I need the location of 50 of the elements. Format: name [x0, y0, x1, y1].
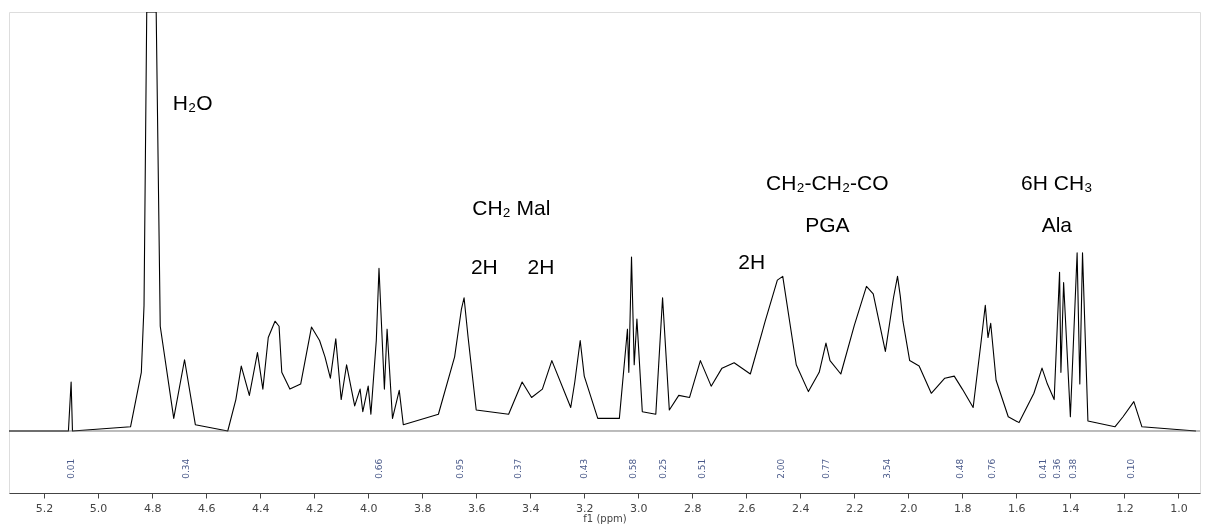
annotation: Ala [1041, 212, 1073, 236]
x-tick-label: 2.0 [900, 501, 918, 515]
x-tick-label: 2.4 [792, 501, 810, 515]
text: 0.10 [1126, 458, 1137, 479]
text: 0.51 [696, 458, 707, 479]
x-tick-label: 3.2 [575, 501, 594, 515]
x-tick-label: 1.6 [1008, 501, 1026, 515]
text: 0.36 [1051, 458, 1062, 479]
x-tick-label: 5.2 [35, 501, 54, 515]
text: 0.66 [373, 458, 384, 479]
text: 0.34 [180, 458, 191, 479]
annotation: 2H [527, 254, 555, 278]
x-tick-label: 4.8 [143, 501, 162, 515]
text: 0.77 [820, 458, 831, 479]
x-tick-label: 5.0 [89, 501, 108, 515]
text: 0.01 [66, 458, 77, 479]
annotation: 6H CH₃ [1021, 170, 1093, 194]
annotation: 2H [738, 250, 766, 274]
text: 0.38 [1068, 458, 1079, 479]
x-tick-label: 1.2 [1116, 501, 1134, 515]
text: 0.76 [987, 458, 998, 479]
x-tick-label: 2.6 [738, 501, 756, 515]
x-tick-label: 3.4 [521, 501, 540, 515]
text: 0.37 [513, 458, 524, 479]
x-tick-label: 4.0 [359, 501, 378, 515]
x-tick-label: 4.2 [305, 501, 324, 515]
text: 0.58 [627, 458, 638, 479]
x-tick-label: 4.4 [251, 501, 270, 515]
text: 0.48 [954, 458, 965, 479]
x-tick-label: 1.4 [1062, 501, 1080, 515]
text: 0.41 [1038, 458, 1049, 479]
annotation: H₂O [172, 91, 213, 115]
annotation: CH₂-CH₂-CO [766, 170, 889, 194]
x-tick-label: 3.0 [630, 501, 648, 515]
annotation: CH₂ Mal [472, 195, 551, 219]
text: 0.43 [579, 458, 590, 479]
text: 2.00 [776, 458, 787, 479]
x-tick-label: 3.8 [413, 501, 432, 515]
x-tick-label: 3.6 [467, 501, 486, 515]
x-tick-label: 2.8 [684, 501, 702, 515]
x-tick-label: 2.2 [846, 501, 864, 515]
text: 3.54 [881, 458, 892, 479]
annotation: 2H [470, 254, 498, 278]
x-tick-label: 1.8 [954, 501, 972, 515]
x-axis-title: f1 (ppm) [583, 512, 627, 524]
annotation: PGA [805, 212, 850, 236]
x-tick-label: 4.6 [197, 501, 216, 515]
text: 0.25 [657, 458, 668, 479]
x-tick-label: 1.0 [1170, 501, 1188, 515]
text: 0.95 [455, 458, 466, 479]
